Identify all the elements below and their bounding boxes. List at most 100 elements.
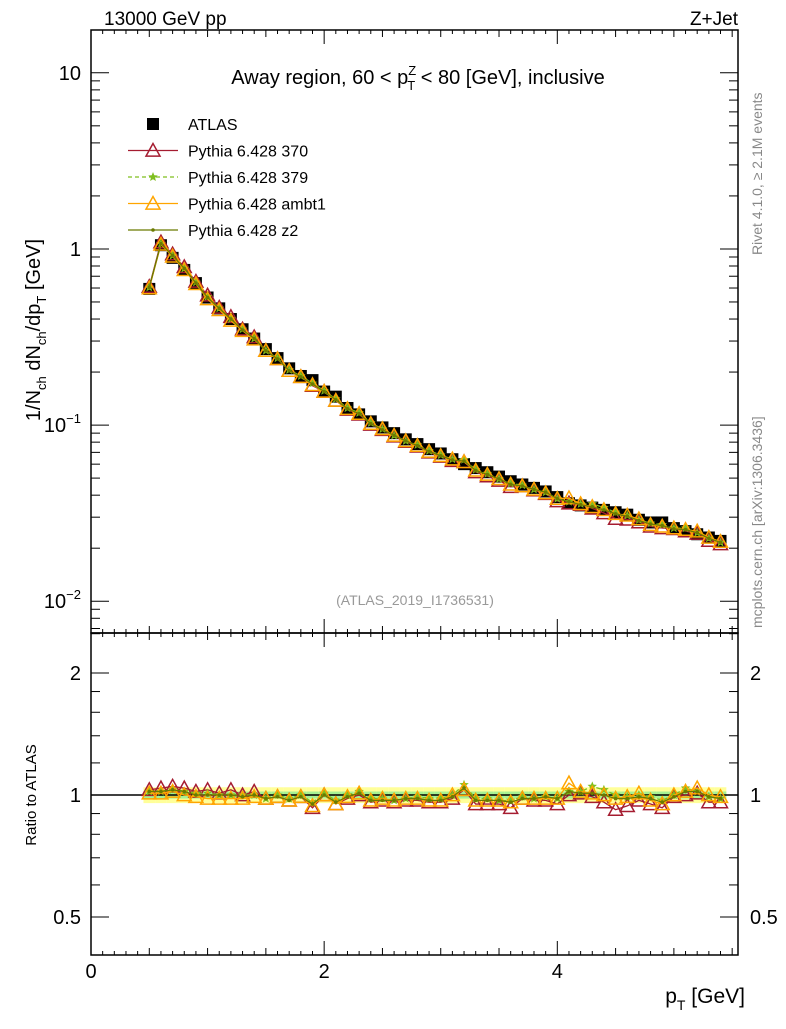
data-point-series-1: [587, 498, 597, 508]
data-point-series-3: [543, 490, 548, 495]
top-left-label: 13000 GeV pp: [104, 9, 227, 30]
data-point-series-2: [350, 405, 368, 420]
ratio-point-series-3: [310, 802, 315, 806]
x-tick-label: 2: [319, 961, 330, 983]
ratio-point-series-0: [362, 793, 380, 809]
ratio-frame: [90, 632, 739, 956]
data-point-series-2: [175, 261, 193, 277]
ratio-point-series-3: [287, 798, 291, 803]
data-point-series-3: [170, 253, 175, 258]
ratio-point-series-3: [625, 796, 630, 801]
ratio-point-series-2: [269, 788, 286, 804]
data-point-series-0: [490, 471, 508, 487]
data-point-series-3: [205, 295, 210, 300]
data-point-series-2: [560, 489, 578, 505]
data-point-series-3: [485, 472, 490, 477]
data-point-series-2: [234, 322, 251, 338]
data-point-series-3: [147, 285, 152, 290]
data-point-series-2: [362, 415, 380, 431]
ratio-point-series-3: [345, 794, 350, 799]
ratio-point-series-2: [490, 791, 508, 807]
ratio-point-series-0: [537, 791, 554, 807]
ratio-point-series-0: [141, 781, 158, 797]
ratio-point-series-0: [642, 795, 659, 811]
ratio-point-series-2: [677, 782, 694, 798]
ratio-point-series-0: [479, 795, 496, 811]
line-series-2: [148, 243, 721, 543]
ratio-point-series-3: [229, 793, 233, 797]
data-point-series-3: [368, 421, 373, 426]
data-point-series-2: [245, 330, 263, 346]
ratio-y-tick-label-right: 1: [750, 785, 761, 807]
ratio-point-series-3: [683, 789, 688, 794]
data-point-series-3: [392, 433, 396, 438]
ratio-point-series-0: [595, 793, 613, 809]
data-point-series-0: [549, 492, 566, 508]
ratio-point-series-3: [532, 796, 536, 801]
ratio-point-series-2: [630, 784, 648, 800]
data-point-series-3: [625, 514, 630, 519]
ratio-point-series-3: [403, 796, 408, 801]
data-point-series-3: [438, 453, 443, 458]
data-point-series-3: [683, 527, 688, 532]
ratio-point-series-1: [342, 790, 353, 800]
line-series-0: [148, 240, 721, 545]
ratio-point-series-3: [334, 800, 338, 804]
ratio-y-tick-label-right: 2: [750, 663, 761, 685]
data-point-series-3: [660, 523, 665, 528]
data-point-series-2: [385, 426, 403, 442]
data-point-series-0: [607, 510, 624, 525]
data-point-series-3: [357, 411, 361, 416]
ratio-point-series-2: [618, 788, 636, 804]
ratio-point-series-3: [159, 789, 163, 794]
legend-label: Pythia 6.428 370: [188, 144, 308, 161]
ratio-y-tick-label: 0.5: [53, 907, 81, 929]
ratio-point-series-2: [712, 788, 729, 804]
data-point-series-3: [334, 397, 338, 402]
data-point-series-3: [497, 477, 501, 481]
data-point-series-2: [280, 362, 298, 378]
ratio-point-series-3: [264, 796, 268, 801]
ratio-point-series-3: [567, 789, 571, 794]
ratio-point-series-3: [695, 789, 699, 794]
ratio-point-series-1: [296, 790, 306, 800]
ratio-point-series-3: [357, 791, 361, 796]
ratio-point-series-0: [700, 793, 718, 809]
legend-marker: [151, 228, 155, 232]
data-point-series-2: [315, 383, 333, 398]
data-point-series-3: [520, 484, 525, 488]
ratio-point-series-0: [630, 791, 648, 807]
data-point-series-1: [459, 454, 469, 464]
data-point-series-3: [403, 439, 408, 443]
data-point-series-3: [637, 518, 641, 523]
ratio-y-axis-label: Ratio to ATLAS: [23, 744, 40, 845]
ratio-point-series-3: [508, 800, 513, 804]
ratio-point-series-3: [322, 793, 326, 797]
data-point-series-3: [287, 368, 291, 373]
ratio-line-series-3: [149, 787, 721, 805]
top-right-label: Z+Jet: [690, 9, 739, 30]
ratio-point-series-1: [517, 791, 528, 801]
data-point-series-3: [240, 328, 245, 332]
ratio-point-series-2: [397, 790, 415, 805]
ratio-point-series-3: [637, 794, 641, 799]
data-point-series-2: [467, 461, 484, 477]
legend-label: ATLAS: [188, 117, 238, 134]
data-point-series-2: [222, 312, 240, 327]
ratio-point-series-2: [199, 790, 216, 805]
ratio-point-series-2: [210, 790, 228, 805]
ratio-point-series-3: [578, 791, 583, 796]
data-point-series-0: [595, 504, 613, 520]
line-series-3: [148, 242, 721, 544]
data-point-series-2: [327, 392, 345, 407]
data-point-series-0: [618, 510, 636, 526]
ratio-point-series-3: [147, 789, 152, 794]
ratio-point-series-1: [284, 793, 294, 803]
data-point-series-3: [707, 536, 711, 541]
ratio-point-series-3: [170, 788, 175, 792]
ratio-point-series-2: [584, 784, 601, 800]
ratio-point-series-3: [462, 786, 466, 790]
data-point-series-3: [532, 487, 536, 492]
ratio-point-series-2: [455, 781, 473, 797]
